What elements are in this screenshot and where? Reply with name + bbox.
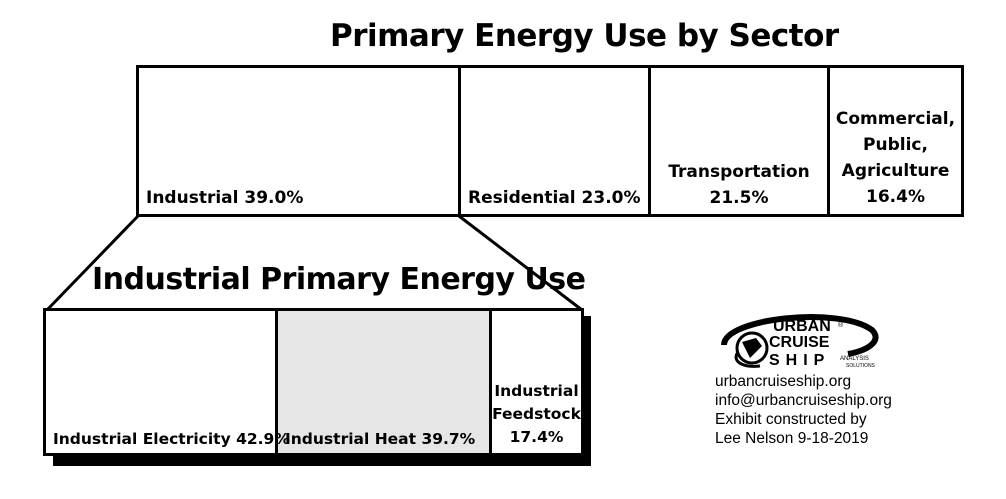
subchart-title: Industrial Primary Energy Use [92,262,586,297]
label-commercial-value: 16.4% [866,187,925,207]
tile-transportation [648,65,830,217]
connector-right-line [458,214,583,312]
tile-industrial [136,65,461,217]
logo-map-icon [742,338,762,358]
label-industrial-heat: Industrial Heat 39.7% [285,430,476,448]
tile-residential [458,65,651,217]
label-commercial-line1: Commercial, [835,109,956,129]
email-link[interactable]: info@urbancruiseship.org [715,392,892,409]
logo-word-cruise: CRUISE [769,334,830,351]
logo-registered-mark-2: ® [872,340,877,347]
label-feedstock-line2: Feedstock [492,405,581,423]
logo-registered-mark: ® [838,321,844,329]
logo-tag-analysis: ANALYSIS [840,356,869,362]
label-feedstock-value: 17.4% [509,428,564,446]
credit-info: urbancruiseship.org info@urbancruiseship… [715,372,892,448]
logo-word-urban: URBAN [773,318,831,335]
label-commercial-line2: Public, [863,135,928,155]
tile-commercial [827,65,964,217]
label-industrial-electricity: Industrial Electricity 42.9% [53,430,290,448]
logo-tag-solutions: SOLUTIONS [846,363,876,369]
label-residential: Residential 23.0% [468,188,641,208]
label-feedstock-line1: Industrial [494,382,579,400]
author-date: Lee Nelson 9-18-2019 [715,430,869,447]
label-industrial-feedstock: Industrial Feedstock 17.4% [492,380,581,449]
tile-industrial-electricity [43,308,278,456]
label-transportation-name: Transportation [668,162,810,182]
label-industrial: Industrial 39.0% [146,188,304,208]
tile-industrial-feedstock [489,308,584,456]
connector-left-line [45,214,140,312]
label-commercial-line3: Agriculture [841,161,950,181]
logo-swoosh-top [721,314,879,357]
label-transportation: Transportation 21.5% [651,159,827,211]
chart-title: Primary Energy Use by Sector [330,18,839,54]
label-transportation-value: 21.5% [709,188,769,208]
website-link[interactable]: urbancruiseship.org [715,373,852,390]
credit-line: Exhibit constructed by [715,411,867,428]
logo-word-ship: SHIP [769,352,830,369]
label-commercial: Commercial, Public, Agriculture 16.4% [830,106,961,210]
